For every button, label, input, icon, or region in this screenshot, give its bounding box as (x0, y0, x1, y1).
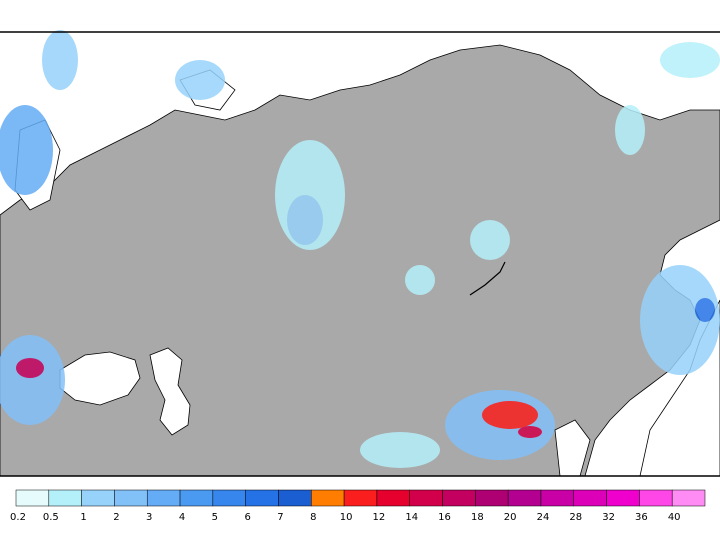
legend-swatch (311, 489, 345, 507)
legend-label: 32 (602, 512, 615, 523)
legend-label: 40 (668, 512, 681, 523)
legend-swatch (507, 489, 542, 507)
legend-swatch (48, 489, 82, 507)
legend-label: 0.2 (10, 512, 26, 523)
legend-swatch (114, 489, 148, 507)
legend-label: 2 (113, 512, 119, 523)
legend-label: 20 (504, 512, 517, 523)
legend: 0.2 0.5 1 2 3 4 5 6 7 8 10 12 14 16 18 20 24 28 32 36 40 (10, 489, 706, 523)
legend-swatch (179, 489, 214, 507)
legend-swatch (343, 489, 378, 507)
legend-swatch (376, 489, 410, 507)
legend-label: 24 (537, 512, 550, 523)
legend-swatch (442, 489, 476, 507)
legend-swatch (475, 489, 509, 507)
legend-swatch (15, 489, 50, 507)
legend-swatch (606, 489, 640, 507)
lake-baikal (469, 261, 506, 296)
legend-swatch (540, 489, 575, 507)
legend-label: 18 (471, 512, 484, 523)
legend-swatch (573, 489, 607, 507)
legend-label: 14 (405, 512, 418, 523)
legend-swatch (671, 489, 706, 507)
legend-swatch (278, 489, 312, 507)
legend-swatch (409, 489, 443, 507)
legend-label: 10 (340, 512, 353, 523)
legend-label: 8 (310, 512, 316, 523)
legend-label: 12 (373, 512, 386, 523)
legend-label: 5 (212, 512, 218, 523)
precipitation (0, 30, 720, 468)
legend-label: 7 (277, 512, 283, 523)
legend-label: 16 (438, 512, 451, 523)
legend-swatch (245, 489, 279, 507)
legend-label: 3 (146, 512, 152, 523)
legend-swatch (212, 489, 246, 507)
legend-label: 4 (179, 512, 185, 523)
legend-swatch (146, 489, 181, 507)
legend-label: 28 (569, 512, 582, 523)
caspian-sea (149, 347, 191, 436)
legend-swatch (81, 489, 115, 507)
black-sea (59, 351, 141, 406)
legend-label: 1 (80, 512, 86, 523)
legend-label: 36 (635, 512, 648, 523)
legend-label: 6 (244, 512, 250, 523)
legend-swatch (639, 489, 673, 507)
yellow-sea (554, 419, 591, 477)
legend-label: 0.5 (43, 512, 59, 523)
map (0, 30, 720, 477)
